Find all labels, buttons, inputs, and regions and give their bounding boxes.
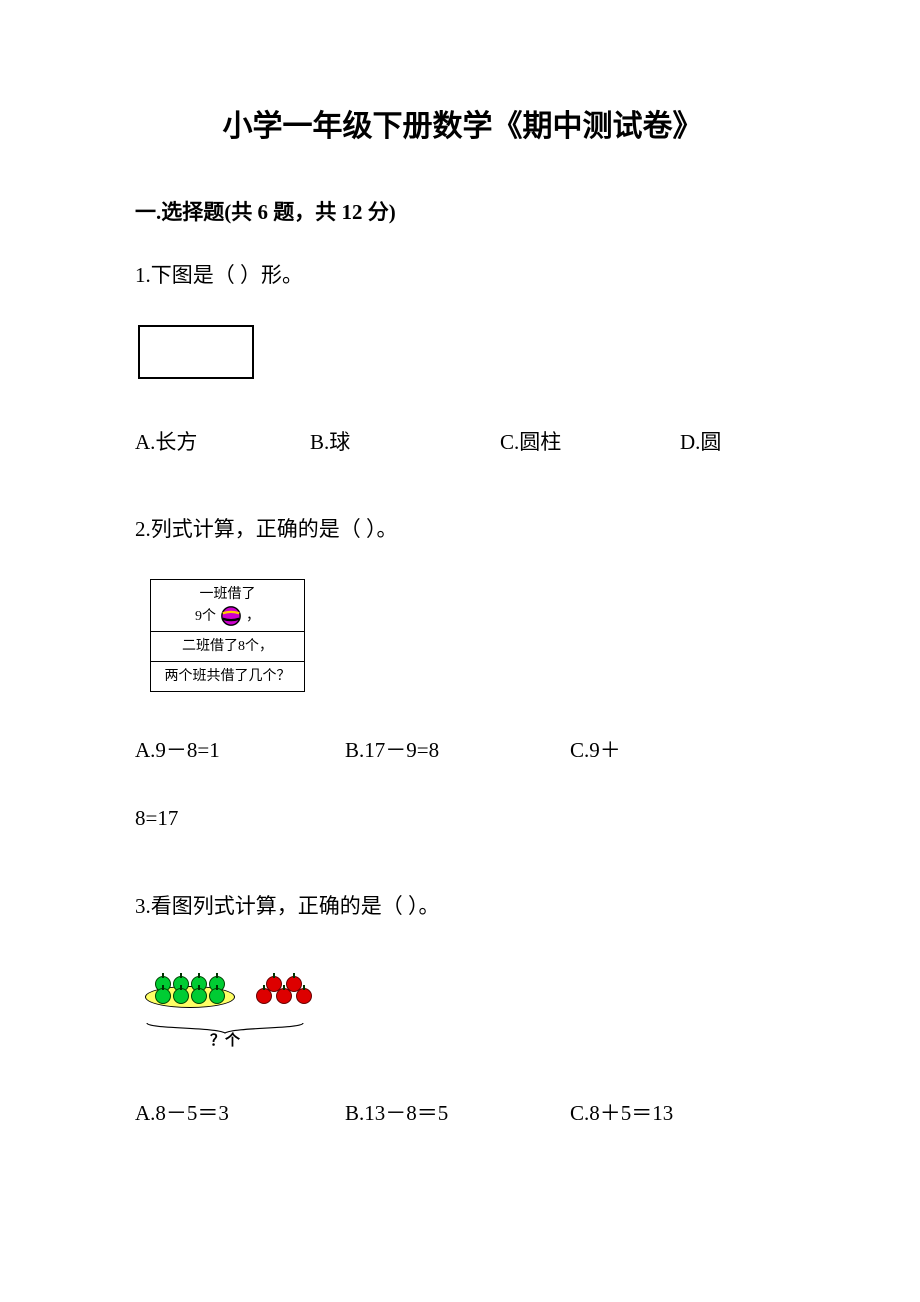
- green-apples: [153, 978, 227, 1002]
- q3-figure: ？个: [145, 956, 790, 1055]
- q1-option-b: B.球: [310, 424, 500, 462]
- q2-options: A.9－8=1 B.17－9=8 C.9＋: [135, 732, 790, 770]
- q1-text: 1.下图是（ ）形。: [135, 257, 790, 295]
- q2-wrap: 8=17: [135, 800, 790, 838]
- apple-icon: [276, 988, 292, 1004]
- q2-option-c: C.9＋: [570, 732, 790, 770]
- q2-box-row3: 两个班共借了几个？: [151, 662, 304, 691]
- q1-option-c: C.圆柱: [500, 424, 680, 462]
- q3-option-a: A.8－5＝3: [135, 1095, 345, 1133]
- question-1: 1.下图是（ ）形。 A.长方 B.球 C.圆柱 D.圆: [135, 257, 790, 462]
- q2-box-row2: 二班借了8个，: [151, 632, 304, 662]
- ball-icon: [220, 605, 242, 627]
- apple-icon: [155, 988, 171, 1004]
- q2-text: 2.列式计算，正确的是（ ）。: [135, 511, 790, 549]
- apple-icon: [173, 988, 189, 1004]
- red-apples: [255, 978, 313, 1002]
- q2-option-b: B.17－9=8: [345, 732, 570, 770]
- apple-icon: [209, 988, 225, 1004]
- section-header: 一.选择题(共 6 题，共 12 分): [135, 194, 790, 232]
- plate-with-apples: [145, 956, 235, 1008]
- question-2: 2.列式计算，正确的是（ ）。 一班借了 9个 ， 二班借了8个， 两个班共借了…: [135, 511, 790, 837]
- apple-icon: [191, 988, 207, 1004]
- q3-text: 3.看图列式计算，正确的是（ ）。: [135, 888, 790, 926]
- q3-option-b: B.13－8＝5: [345, 1095, 570, 1133]
- q2-option-a: A.9－8=1: [135, 732, 345, 770]
- rectangle-shape: [138, 325, 254, 379]
- q2-row1-left: 9个: [195, 606, 216, 627]
- q2-row1-top: 一班借了: [200, 584, 256, 605]
- q3-options: A.8－5＝3 B.13－8＝5 C.8＋5＝13: [135, 1095, 790, 1133]
- q3-option-c: C.8＋5＝13: [570, 1095, 790, 1133]
- q1-option-a: A.长方: [135, 424, 310, 462]
- q2-problem-box: 一班借了 9个 ， 二班借了8个， 两个班共借了几个？: [150, 579, 305, 692]
- question-3: 3.看图列式计算，正确的是（ ）。: [135, 888, 790, 1133]
- bracket-icon: [145, 1010, 305, 1028]
- q2-row1-right: ，: [246, 606, 260, 627]
- apple-icon: [296, 988, 312, 1004]
- q1-option-d: D.圆: [680, 424, 790, 462]
- q2-box-row1: 一班借了 9个 ，: [151, 580, 304, 632]
- apple-icon: [256, 988, 272, 1004]
- q1-options: A.长方 B.球 C.圆柱 D.圆: [135, 424, 790, 462]
- page-title: 小学一年级下册数学《期中测试卷》: [135, 100, 790, 154]
